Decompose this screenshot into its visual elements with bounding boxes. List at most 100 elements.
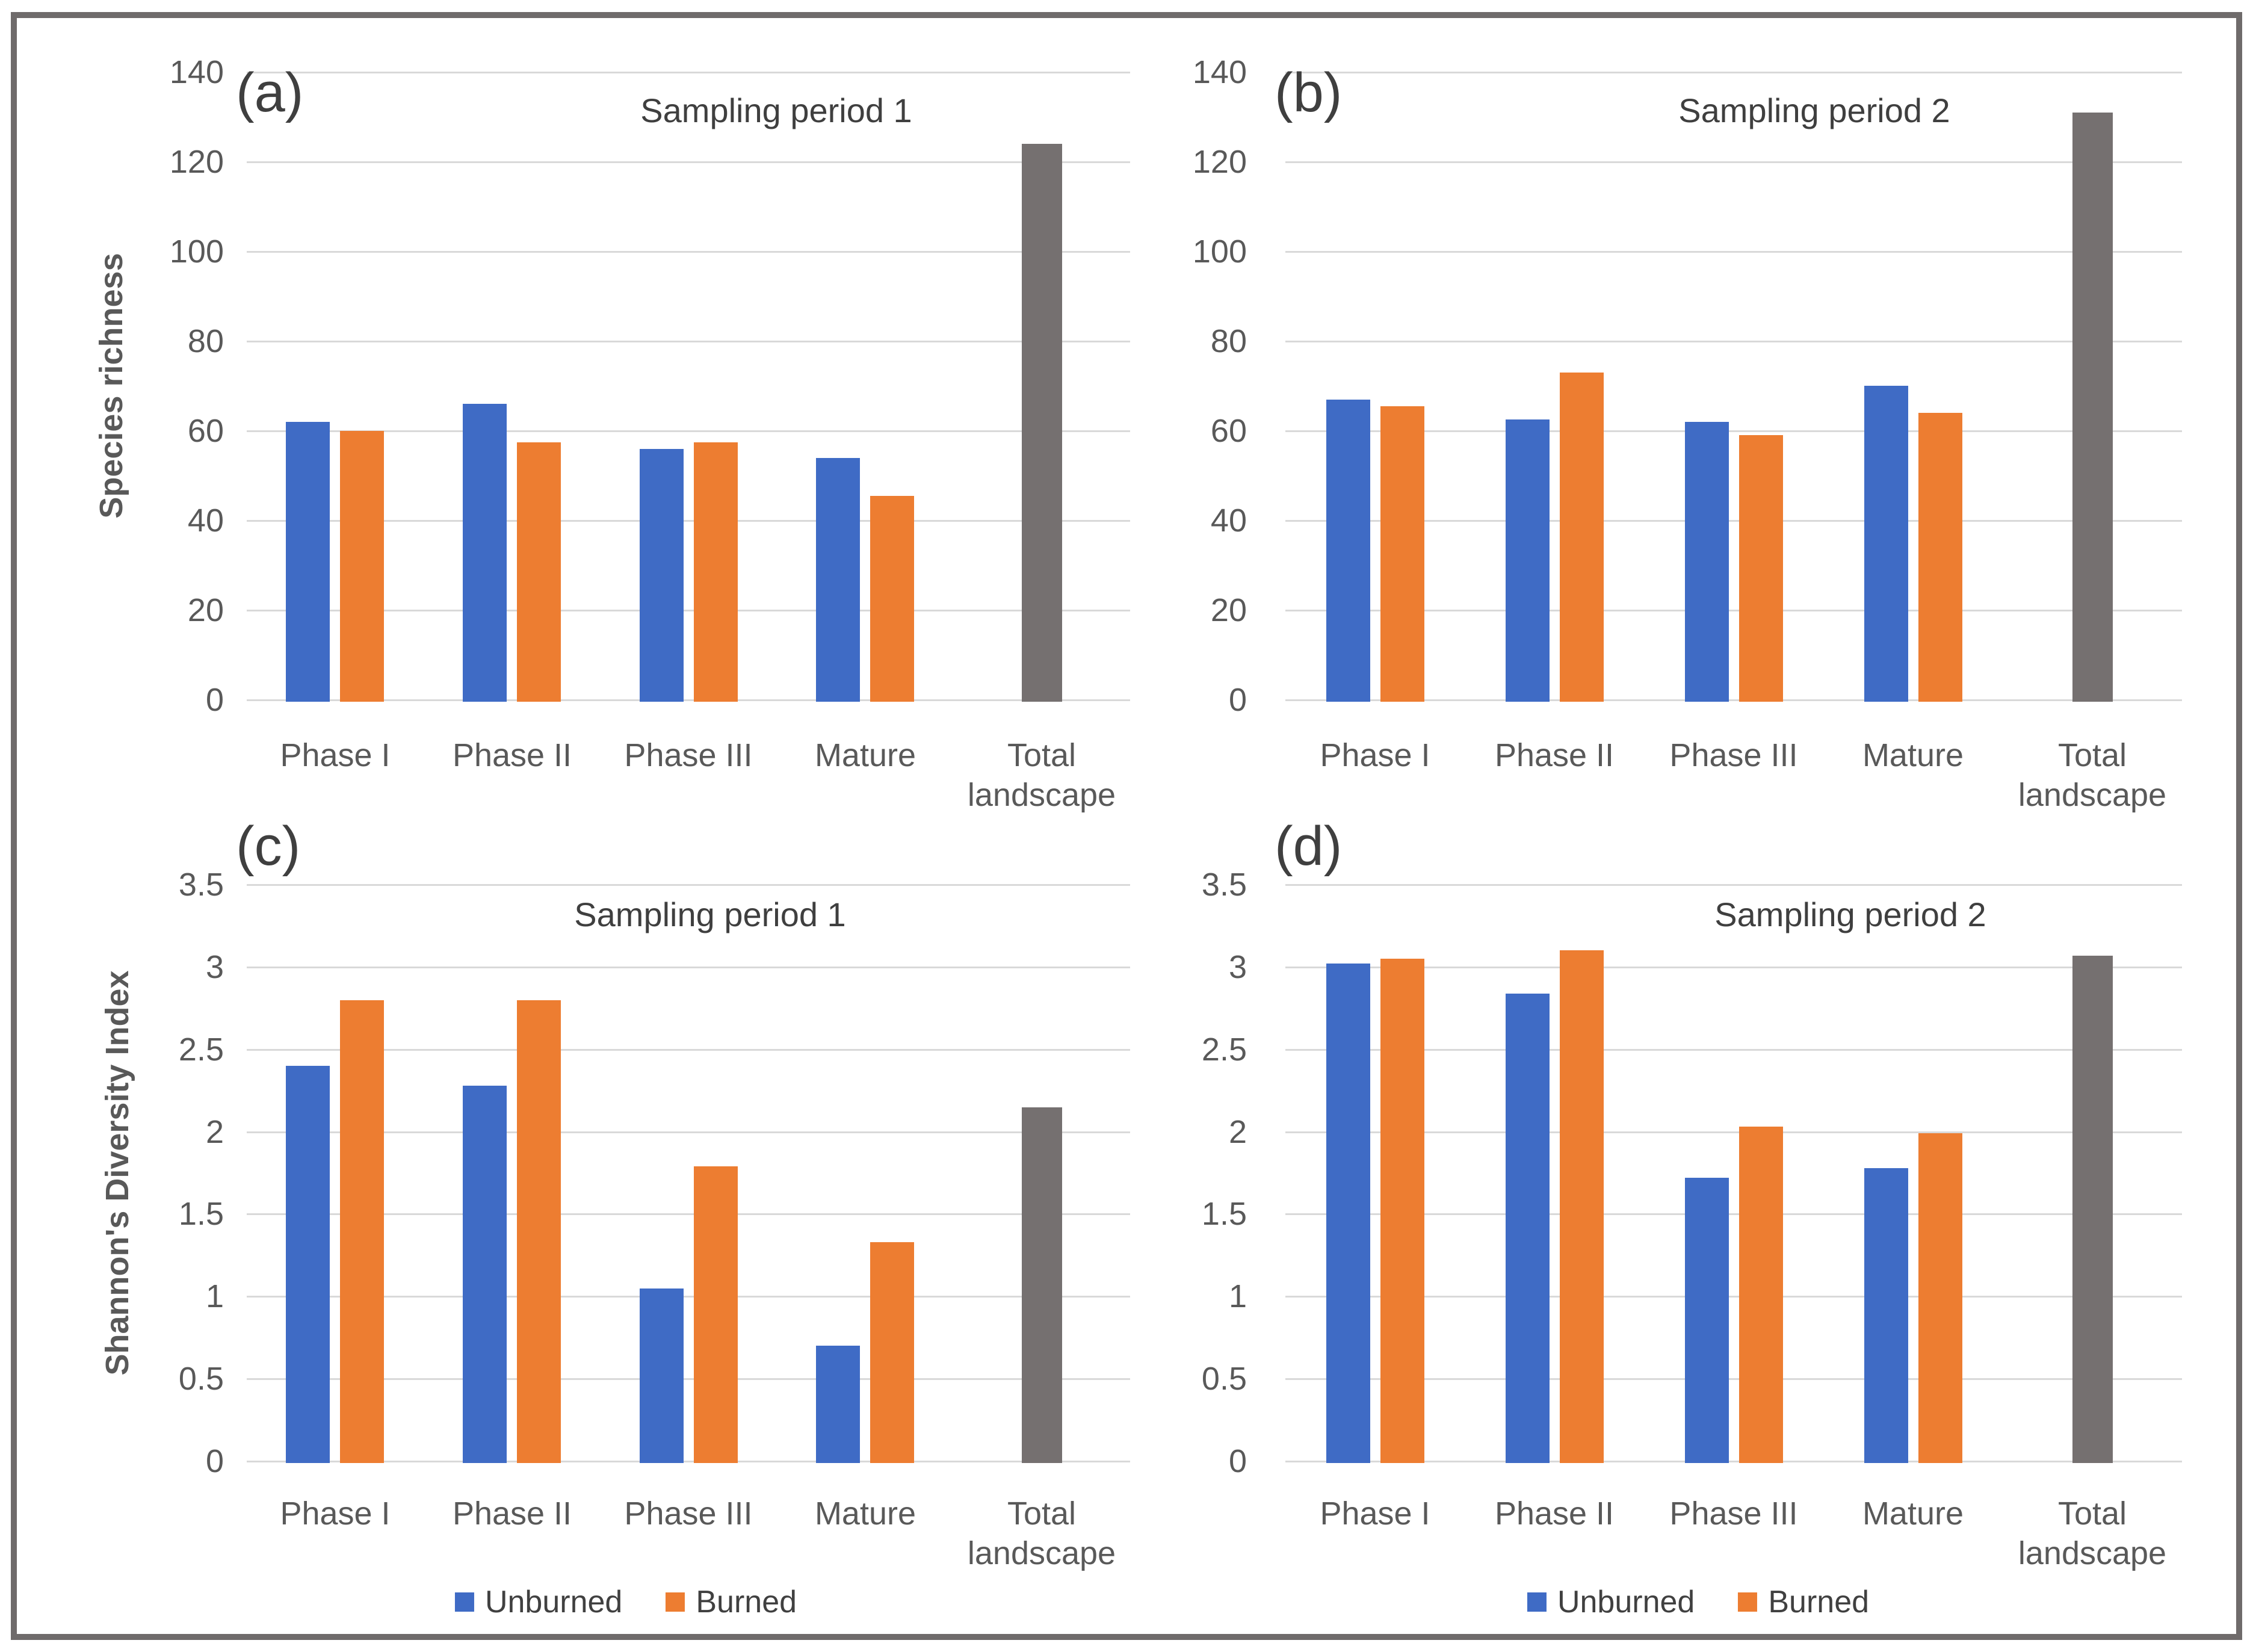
gridline-b-40 (1285, 520, 2182, 522)
bar-a-burned-mature (870, 496, 914, 702)
bar-c-burned-phase-iii (694, 1166, 738, 1463)
y-tick-label-d-0-5: 0.5 (1201, 1361, 1247, 1397)
bar-d-burned-mature (1918, 1133, 1962, 1463)
y-tick-label-d-1-5: 1.5 (1201, 1196, 1247, 1232)
bar-b-burned-phase-ii (1560, 373, 1604, 702)
y-tick-label-a-60: 60 (187, 413, 224, 449)
y-tick-label-b-60: 60 (1210, 413, 1247, 449)
y-tick-label-a-100: 100 (169, 234, 224, 270)
panel-title-d: Sampling period 2 (1714, 896, 1986, 933)
gridline-c-0 (247, 1461, 1130, 1462)
bar-d-unburned-phase-i (1326, 964, 1370, 1463)
y-tick-label-d-1: 1 (1228, 1278, 1247, 1314)
x-category-label-c-phase-i: Phase I (280, 1496, 391, 1532)
gridline-c-2 (247, 1131, 1130, 1133)
bar-d-unburned-phase-iii (1685, 1178, 1729, 1463)
bar-b-unburned-mature (1864, 386, 1908, 702)
x-category-label-d-phase-i: Phase I (1320, 1496, 1430, 1532)
x-category-label-b-phase-i: Phase I (1320, 737, 1430, 773)
gridline-b-60 (1285, 430, 2182, 432)
x-category-label-b-phase-iii: Phase III (1669, 737, 1798, 773)
bar-d-unburned-phase-ii (1506, 994, 1550, 1463)
bar-b-burned-phase-iii (1739, 435, 1783, 702)
y-tick-label-b-0: 0 (1228, 682, 1247, 718)
bar-b-burned-phase-i (1380, 406, 1424, 702)
panel-title-b: Sampling period 2 (1678, 91, 1950, 129)
gridline-b-80 (1285, 341, 2182, 342)
legend-swatch-icon-burned (1738, 1592, 1758, 1612)
gridline-c-3 (247, 967, 1130, 968)
x-category-label-c-total-landscape: Total landscape (967, 1496, 1116, 1571)
y-tick-label-a-120: 120 (169, 144, 224, 180)
gridline-a-20 (247, 610, 1130, 611)
y-axis-title-a: Species richness (93, 253, 129, 519)
gridline-d-1.5 (1285, 1213, 2182, 1215)
gridline-d-0 (1285, 1461, 2182, 1462)
x-category-label-d-mature: Mature (1862, 1496, 1964, 1532)
gridline-a-0 (247, 699, 1130, 701)
bar-d-burned-phase-iii (1739, 1127, 1783, 1463)
y-tick-label-a-140: 140 (169, 54, 224, 90)
gridline-a-120 (247, 161, 1130, 163)
gridline-a-80 (247, 341, 1130, 342)
y-tick-label-a-0: 0 (205, 682, 224, 718)
legend-item-unburned: Unburned (1527, 1584, 1695, 1620)
legend-swatch-icon-unburned (1527, 1592, 1547, 1612)
gridline-b-120 (1285, 161, 2182, 163)
bar-b-unburned-phase-i (1326, 400, 1370, 702)
bar-a-burned-phase-iii (694, 442, 738, 702)
legend-d: Unburned Burned (1527, 1584, 1869, 1620)
y-tick-label-d-2-5: 2.5 (1201, 1032, 1247, 1068)
y-tick-label-c-3-5: 3.5 (178, 867, 224, 903)
gridline-a-40 (247, 520, 1130, 522)
gridline-c-0.5 (247, 1378, 1130, 1380)
y-tick-label-b-120: 120 (1192, 144, 1247, 180)
legend-item-unburned: Unburned (454, 1584, 622, 1620)
x-category-label-d-total-landscape: Total landscape (2018, 1496, 2167, 1571)
y-tick-label-a-40: 40 (187, 503, 224, 539)
bar-d-burned-phase-i (1380, 959, 1424, 1463)
panel-letter-c: (c) (236, 815, 301, 877)
x-category-label-a-phase-ii: Phase II (452, 737, 572, 773)
gridline-d-3.5 (1285, 884, 2182, 886)
y-tick-label-c-3: 3 (205, 949, 224, 985)
bar-c-total-landscape-total-landscape (1022, 1107, 1062, 1463)
panel-letter-a: (a) (236, 62, 304, 123)
y-tick-label-b-80: 80 (1210, 323, 1247, 359)
bar-a-unburned-phase-ii (463, 404, 507, 702)
y-tick-label-d-2: 2 (1228, 1114, 1247, 1150)
gridline-a-60 (247, 430, 1130, 432)
gridline-d-0.5 (1285, 1378, 2182, 1380)
bar-c-burned-mature (870, 1242, 914, 1463)
y-tick-label-b-140: 140 (1192, 54, 1247, 90)
bar-c-burned-phase-i (340, 1000, 384, 1463)
gridline-b-0 (1285, 699, 2182, 701)
panel-title-a: Sampling period 1 (640, 91, 912, 129)
gridline-c-3.5 (247, 884, 1130, 886)
gridline-c-1 (247, 1296, 1130, 1298)
bar-b-unburned-phase-iii (1685, 422, 1729, 702)
gridline-d-1 (1285, 1296, 2182, 1298)
panel-letter-d: (d) (1275, 815, 1343, 877)
gridline-a-100 (247, 251, 1130, 253)
legend-label-burned: Burned (696, 1585, 797, 1620)
gridline-b-20 (1285, 610, 2182, 611)
x-category-label-a-mature: Mature (814, 737, 916, 773)
gridline-c-1.5 (247, 1213, 1130, 1215)
legend-label-unburned: Unburned (1557, 1585, 1695, 1620)
y-tick-label-c-1-5: 1.5 (178, 1196, 224, 1232)
y-tick-label-b-100: 100 (1192, 234, 1247, 270)
y-tick-label-c-2: 2 (205, 1114, 224, 1150)
bar-c-unburned-phase-iii (640, 1288, 684, 1463)
gridline-d-2 (1285, 1131, 2182, 1133)
bar-b-unburned-phase-ii (1506, 419, 1550, 702)
gridline-a-140 (247, 72, 1130, 73)
legend-swatch-icon-burned (666, 1592, 685, 1612)
y-tick-label-b-20: 20 (1210, 592, 1247, 628)
y-tick-label-a-20: 20 (187, 592, 224, 628)
bar-a-unburned-phase-iii (640, 449, 684, 702)
legend-label-burned: Burned (1768, 1585, 1870, 1620)
x-category-label-b-phase-ii: Phase II (1494, 737, 1615, 773)
legend-c: Unburned Burned (454, 1584, 797, 1620)
